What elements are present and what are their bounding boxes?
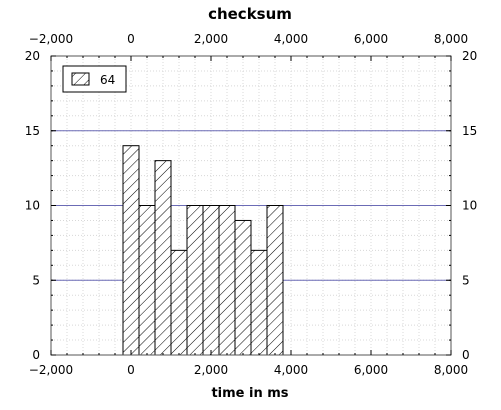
x-tick-label-top: 6,000 (354, 32, 388, 46)
histogram-bar (122, 145, 140, 356)
x-tick-label-bottom: 4,000 (274, 363, 308, 377)
legend-swatch (71, 72, 90, 86)
y-tick-label-left: 20 (25, 49, 40, 63)
y-tick-label-right: 10 (462, 199, 477, 213)
x-tick-label-bottom: −2,000 (29, 363, 73, 377)
y-tick-label-right: 0 (462, 348, 470, 362)
x-tick-label-bottom: 8,000 (434, 363, 468, 377)
y-tick-label-left: 5 (32, 273, 40, 287)
legend: 64 (62, 65, 127, 93)
y-tick-label-right: 20 (462, 49, 477, 63)
y-tick-label-left: 15 (25, 124, 40, 138)
histogram-bar (138, 205, 156, 356)
x-tick-label-top: 8,000 (434, 32, 468, 46)
axis-ticks: −2,000−2,000002,0002,0004,0004,0006,0006… (25, 32, 478, 377)
x-tick-label-bottom: 0 (127, 363, 135, 377)
x-tick-label-top: 4,000 (274, 32, 308, 46)
histogram-bar (218, 205, 236, 356)
bars (122, 145, 284, 356)
histogram-bar (266, 205, 284, 356)
legend-label: 64 (100, 73, 115, 87)
y-tick-label-right: 5 (462, 273, 470, 287)
x-tick-label-top: 0 (127, 32, 135, 46)
histogram-bar (250, 249, 268, 356)
histogram-bar (186, 205, 204, 356)
histogram-bar (170, 249, 188, 356)
y-tick-label-right: 15 (462, 124, 477, 138)
histogram-bar (202, 205, 220, 356)
y-tick-label-left: 10 (25, 199, 40, 213)
x-tick-label-top: 2,000 (194, 32, 228, 46)
histogram-bar (154, 160, 172, 356)
histogram-bar (234, 219, 252, 356)
x-tick-label-bottom: 6,000 (354, 363, 388, 377)
chart-title: checksum (208, 5, 292, 23)
y-tick-label-left: 0 (32, 348, 40, 362)
x-tick-label-bottom: 2,000 (194, 363, 228, 377)
x-axis-label: time in ms (211, 386, 288, 401)
x-tick-label-top: −2,000 (29, 32, 73, 46)
